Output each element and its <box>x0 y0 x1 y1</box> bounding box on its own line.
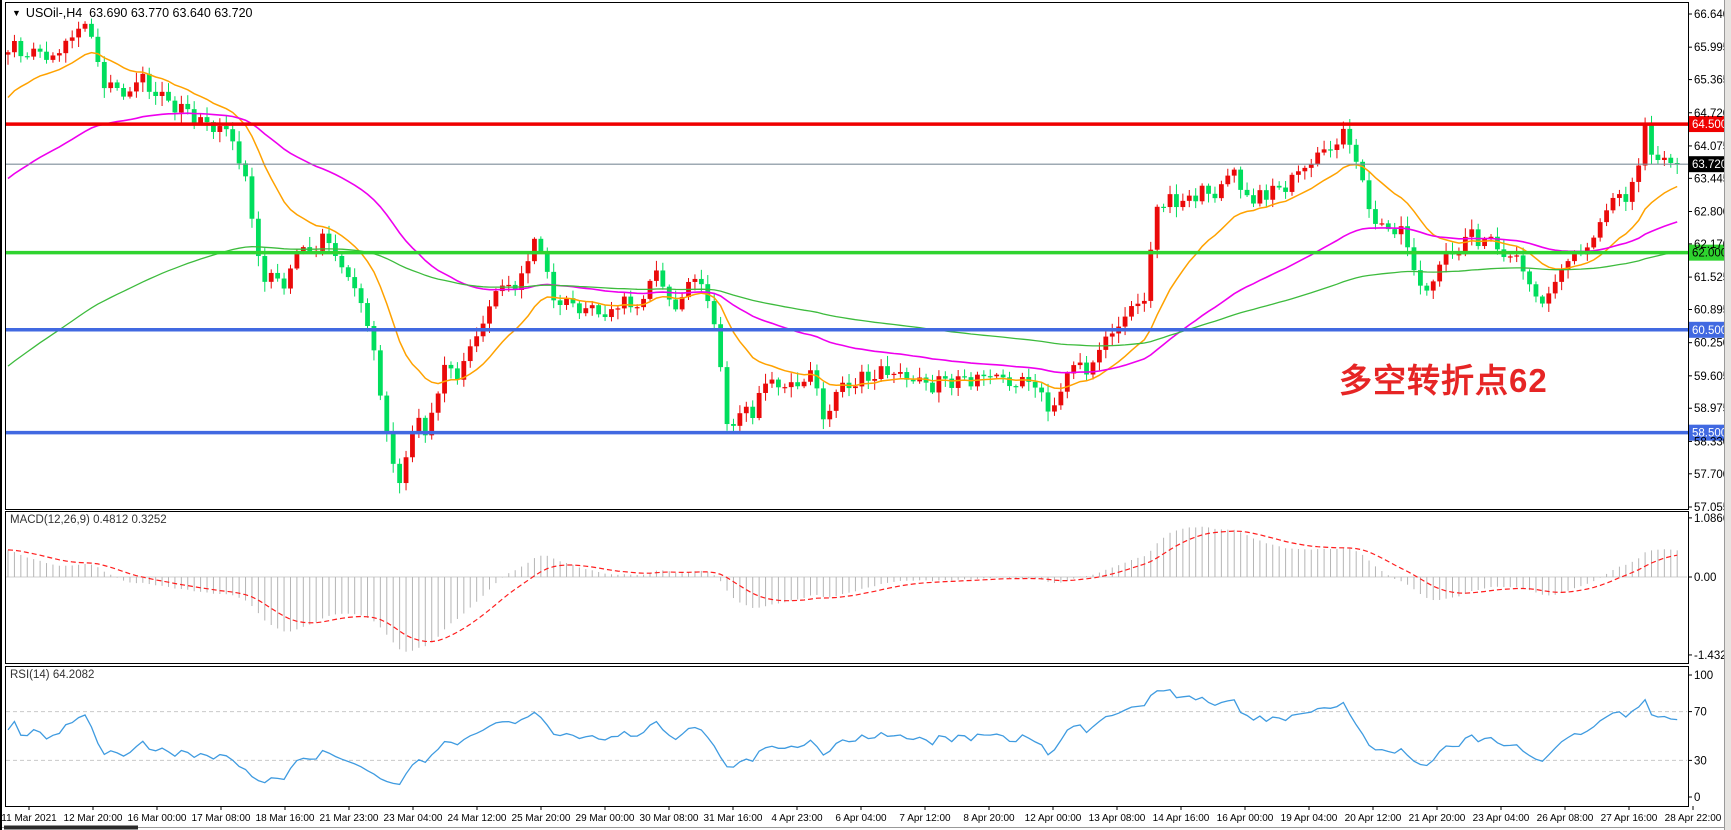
time-axis-label: 27 Apr 16:00 <box>1601 813 1658 824</box>
rsi-axis-label: 70 <box>1694 707 1707 719</box>
time-axis-label: 20 Apr 12:00 <box>1345 813 1402 824</box>
macd-indicator-label: MACD(12,26,9) 0.4812 0.3252 <box>10 514 167 526</box>
time-axis-label: 8 Apr 20:00 <box>963 813 1015 824</box>
candlesticks <box>6 18 1680 494</box>
price-axis-label: 64.075 <box>1694 141 1729 153</box>
svg-text:62.000: 62.000 <box>1692 248 1727 260</box>
horizontal-scrollbar[interactable] <box>2 825 1724 830</box>
time-axis-label: 21 Apr 20:00 <box>1409 813 1466 824</box>
rsi-axis-label: 30 <box>1694 755 1707 767</box>
macd-axis-label: 0.00 <box>1694 572 1716 584</box>
price-axis-label: 65.365 <box>1694 75 1729 87</box>
ma-slow-green <box>7 246 1678 367</box>
time-axis-label: 12 Mar 20:00 <box>64 813 123 824</box>
scrollbar-thumb[interactable] <box>4 825 138 830</box>
price-axis-label: 66.640 <box>1694 9 1729 21</box>
svg-text:60.500: 60.500 <box>1692 325 1727 337</box>
price-axis-label: 61.525 <box>1694 272 1729 284</box>
ohlc-values: 63.690 63.770 63.640 63.720 <box>89 6 253 20</box>
price-badge-64.500: 64.500 <box>1689 116 1729 133</box>
price-badge-62.000: 62.000 <box>1689 244 1729 261</box>
time-axis-label: 16 Apr 00:00 <box>1217 813 1274 824</box>
rsi-indicator-label: RSI(14) 64.2082 <box>10 669 95 681</box>
time-axis-label: 25 Mar 20:00 <box>512 813 571 824</box>
price-axis: 66.640 65.995 65.365 64.720 64.075 63.445 62.8… <box>1688 9 1729 514</box>
window-right-edge <box>1724 0 1731 830</box>
symbol-label: USOil-,H4 <box>25 6 83 20</box>
time-axis-label: 23 Mar 04:00 <box>384 813 443 824</box>
time-axis-label: 16 Mar 00:00 <box>128 813 187 824</box>
time-axis-label: 21 Mar 23:00 <box>320 813 379 824</box>
price-axis-label: 60.895 <box>1694 304 1729 316</box>
time-axis-label: 13 Apr 08:00 <box>1089 813 1146 824</box>
macd-axis-label: 1.0866 <box>1694 513 1729 525</box>
price-badge-63.720: 63.720 <box>1689 156 1729 173</box>
time-axis-label: 23 Apr 04:00 <box>1473 813 1530 824</box>
price-axis-label: 57.055 <box>1694 502 1729 514</box>
time-axis-label: 19 Apr 04:00 <box>1281 813 1338 824</box>
macd-indicator <box>6 526 1687 652</box>
svg-text:58.500: 58.500 <box>1692 428 1727 440</box>
svg-text:63.720: 63.720 <box>1692 159 1727 171</box>
time-axis-label: 18 Mar 16:00 <box>256 813 315 824</box>
time-axis[interactable]: 11 Mar 2021 12 Mar 20:00 16 Mar 00:00 17 Ma… <box>2 806 1722 824</box>
time-axis-label: 7 Apr 12:00 <box>899 813 951 824</box>
price-badge-58.500: 58.500 <box>1689 424 1729 441</box>
symbol-dropdown-icon[interactable]: ▼ <box>12 8 21 18</box>
price-axis-label: 58.330 <box>1694 436 1729 448</box>
time-axis-label: 26 Apr 08:00 <box>1537 813 1594 824</box>
rsi-axis-label: 0 <box>1694 792 1700 804</box>
price-axis-label: 58.975 <box>1694 403 1729 415</box>
macd-axis-label: -1.4328 <box>1694 650 1731 662</box>
price-badge-60.500: 60.500 <box>1689 321 1729 338</box>
macd-panel-frame[interactable] <box>5 511 1689 664</box>
time-axis-label: 11 Mar 2021 <box>2 813 57 824</box>
time-axis-label: 31 Mar 16:00 <box>704 813 763 824</box>
rsi-panel-frame[interactable] <box>5 666 1689 807</box>
time-axis-label: 28 Apr 22:00 <box>1665 813 1722 824</box>
time-axis-label: 30 Mar 08:00 <box>640 813 699 824</box>
price-axis-label: 65.995 <box>1694 42 1729 54</box>
time-axis-label: 6 Apr 04:00 <box>835 813 887 824</box>
price-axis-label: 64.720 <box>1694 108 1729 120</box>
rsi-line <box>7 688 1678 786</box>
time-axis-label: 4 Apr 23:00 <box>771 813 823 824</box>
chart-text-annotation: 多空转折点62 <box>1339 362 1548 399</box>
svg-text:64.500: 64.500 <box>1692 119 1727 131</box>
time-axis-label: 12 Apr 00:00 <box>1025 813 1082 824</box>
price-axis-label: 57.700 <box>1694 469 1729 481</box>
rsi-axis: 100 70 30 0 <box>1688 670 1713 804</box>
time-axis-label: 17 Mar 08:00 <box>192 813 251 824</box>
chart-title: ▼ USOil-,H4 63.690 63.770 63.640 63.720 <box>12 6 253 20</box>
time-axis-label: 29 Mar 00:00 <box>576 813 635 824</box>
price-axis-label: 62.170 <box>1694 239 1729 251</box>
rsi-indicator <box>6 688 1687 786</box>
price-axis-label: 62.800 <box>1694 207 1729 219</box>
price-axis-label: 60.250 <box>1694 338 1729 350</box>
ma-fast-orange <box>7 51 1678 390</box>
price-axis-label: 63.445 <box>1694 173 1729 185</box>
time-axis-label: 24 Mar 12:00 <box>448 813 507 824</box>
ma-mid-magenta <box>7 112 1678 374</box>
rsi-axis-label: 100 <box>1694 670 1713 682</box>
macd-axis: 1.0866 0.00 -1.4328 <box>1688 513 1731 662</box>
time-axis-label: 14 Apr 16:00 <box>1153 813 1210 824</box>
price-axis-label: 59.605 <box>1694 371 1729 383</box>
